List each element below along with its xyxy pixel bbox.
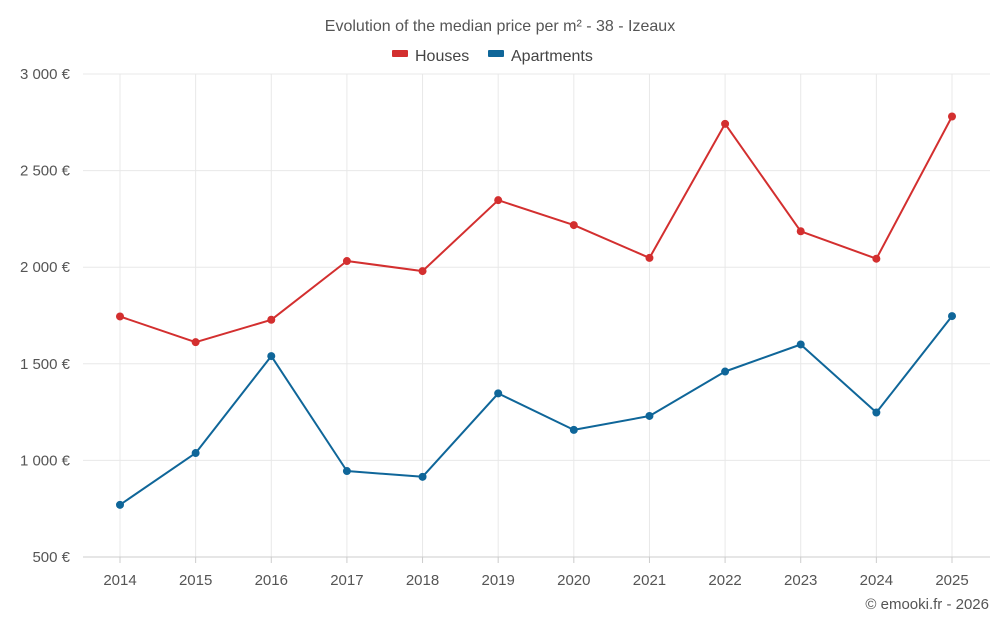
y-tick-label: 2 000 € — [20, 259, 71, 276]
data-point-houses[interactable] — [645, 253, 654, 262]
x-tick-label: 2018 — [406, 572, 439, 589]
series — [116, 112, 956, 509]
data-point-apartments[interactable] — [116, 500, 124, 509]
data-point-houses[interactable] — [494, 196, 503, 205]
series-houses — [116, 112, 956, 347]
data-point-houses[interactable] — [872, 254, 881, 263]
data-point-houses[interactable] — [948, 112, 956, 121]
x-tick-label: 2020 — [557, 572, 590, 589]
data-point-apartments[interactable] — [872, 408, 881, 417]
data-point-houses[interactable] — [418, 267, 427, 276]
x-axis-ticks: 2014 2015 2016 2017 2018 2019 2020 2021 2022 2023… — [103, 557, 969, 589]
y-tick-label: 1 000 € — [20, 452, 71, 469]
x-tick-label: 2015 — [179, 572, 212, 589]
legend-label-apartments: Apartments — [511, 48, 593, 65]
data-point-apartments[interactable] — [645, 411, 654, 420]
data-point-houses[interactable] — [569, 221, 578, 230]
data-point-apartments[interactable] — [948, 312, 956, 321]
series-apartments — [116, 312, 956, 509]
legend-label-houses: Houses — [415, 48, 469, 65]
data-point-houses[interactable] — [116, 312, 124, 321]
data-point-apartments[interactable] — [342, 467, 351, 476]
x-tick-label: 2014 — [103, 572, 136, 589]
chart-title: Evolution of the median price per m² - 3… — [325, 18, 675, 35]
x-tick-label: 2024 — [860, 572, 893, 589]
y-axis-ticks: 500 € 1 000 € 1 500 € 2 000 € 2 500 € 3 000 € — [20, 66, 71, 566]
data-point-apartments[interactable] — [721, 367, 730, 376]
y-tick-label: 500 € — [32, 549, 70, 566]
data-point-houses[interactable] — [267, 315, 276, 324]
data-point-apartments[interactable] — [494, 389, 503, 398]
grid — [83, 73, 990, 558]
legend: Houses Apartments — [392, 48, 593, 65]
y-tick-label: 3 000 € — [20, 66, 71, 83]
data-point-apartments[interactable] — [267, 352, 276, 361]
data-point-houses[interactable] — [796, 227, 805, 236]
data-point-apartments[interactable] — [569, 425, 578, 434]
x-tick-label: 2019 — [481, 572, 514, 589]
y-tick-label: 2 500 € — [20, 163, 71, 180]
y-tick-label: 1 500 € — [20, 356, 71, 373]
legend-item-apartments[interactable]: Apartments — [488, 48, 593, 65]
legend-swatch-houses — [392, 50, 408, 57]
series-line-houses — [119, 116, 953, 344]
data-point-apartments[interactable] — [191, 449, 200, 458]
x-tick-label: 2023 — [784, 572, 817, 589]
x-tick-label: 2025 — [935, 572, 968, 589]
series-line-apartments — [119, 315, 953, 506]
data-point-houses[interactable] — [342, 257, 351, 266]
legend-item-houses[interactable]: Houses — [392, 48, 469, 65]
x-tick-label: 2022 — [708, 572, 741, 589]
data-point-apartments[interactable] — [418, 472, 427, 481]
data-point-houses[interactable] — [721, 119, 730, 128]
data-point-houses[interactable] — [191, 338, 200, 347]
x-tick-label: 2021 — [633, 572, 666, 589]
credit-text: © emooki.fr - 2026 — [865, 596, 989, 613]
legend-swatch-apartments — [488, 50, 504, 57]
x-tick-label: 2016 — [255, 572, 288, 589]
data-point-apartments[interactable] — [796, 340, 805, 349]
x-tick-label: 2017 — [330, 572, 363, 589]
